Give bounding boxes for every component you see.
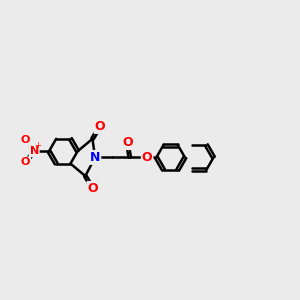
Text: O: O [142, 151, 152, 164]
Text: N: N [90, 151, 100, 164]
Text: N: N [29, 146, 39, 156]
Text: +: + [34, 141, 41, 150]
Text: O: O [21, 135, 30, 145]
Text: O: O [122, 136, 133, 149]
Text: O: O [21, 158, 30, 167]
Text: O: O [94, 120, 105, 133]
Text: O: O [87, 182, 98, 195]
